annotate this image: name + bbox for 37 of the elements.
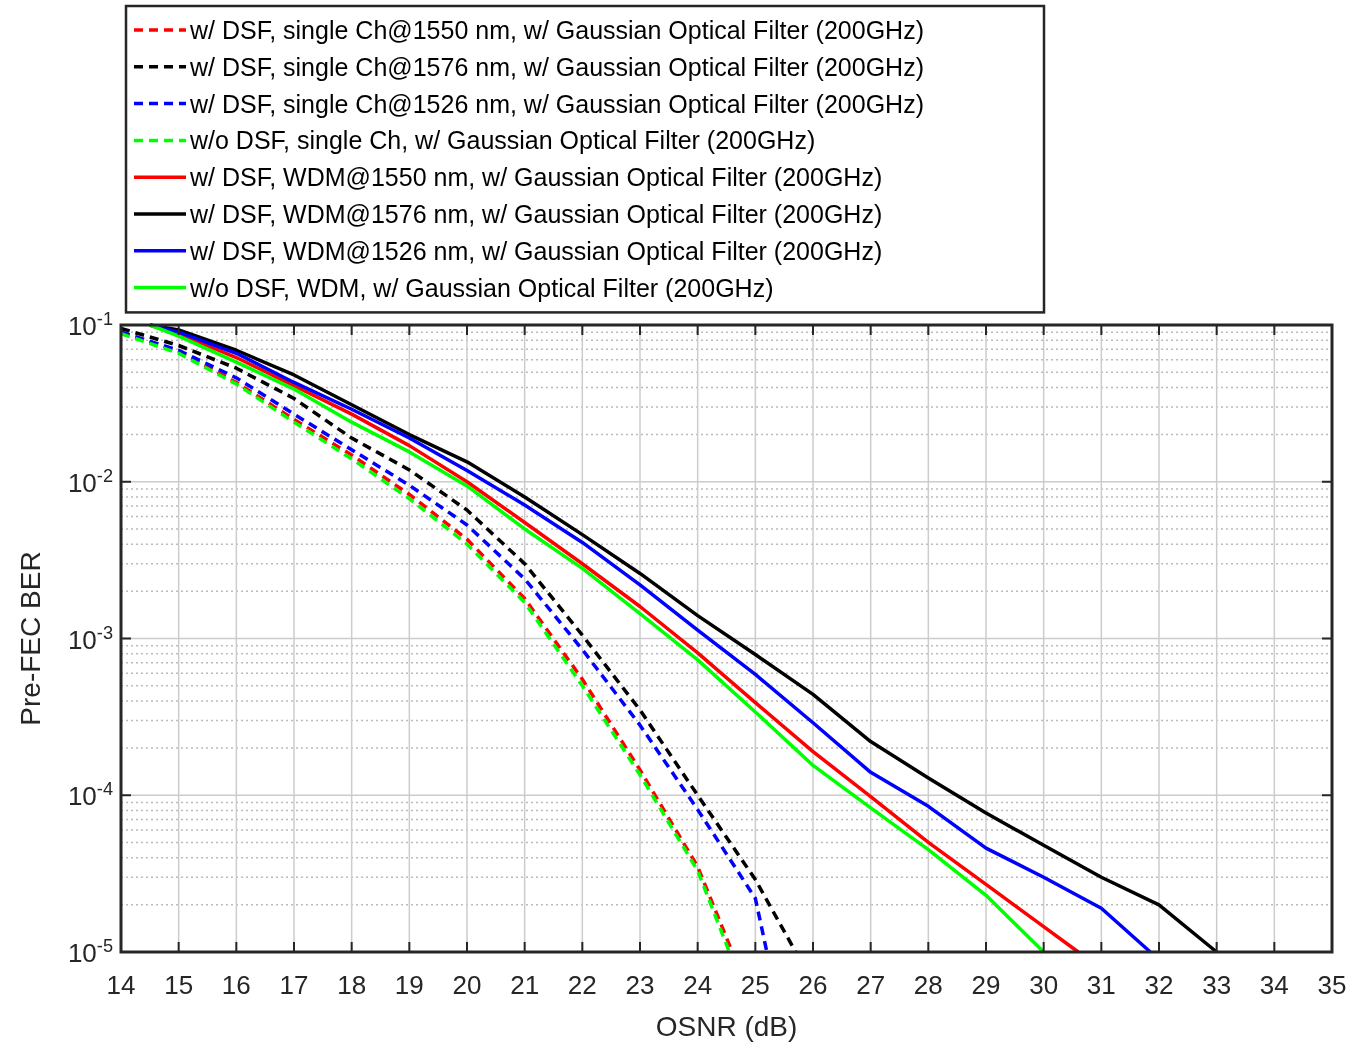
x-tick-label: 33 [1202,970,1232,1000]
x-tick-label: 14 [106,970,136,1000]
x-tick-label: 35 [1317,970,1347,1000]
x-tick-label: 29 [971,970,1001,1000]
y-axis-title: Pre-FEC BER [15,551,46,726]
x-tick-label: 17 [279,970,309,1000]
legend-label: w/ DSF, single Ch@1526 nm, w/ Gaussian Optical Filter (200GHz) [189,89,924,118]
legend-label: w/ DSF, WDM@1526 nm, w/ Gaussian Optical Filter (200GHz) [189,236,883,265]
x-tick-label: 20 [452,970,482,1000]
x-tick-label: 18 [337,970,367,1000]
x-tick-label: 23 [625,970,655,1000]
x-tick-label: 24 [683,970,713,1000]
legend-label: w/ DSF, single Ch@1576 nm, w/ Gaussian Optical Filter (200GHz) [189,52,924,81]
legend-label: w/ DSF, single Ch@1550 nm, w/ Gaussian Optical Filter (200GHz) [189,16,924,44]
x-tick-label: 19 [394,970,424,1000]
x-tick-label: 31 [1086,970,1116,1000]
x-tick-label: 15 [164,970,194,1000]
x-tick-label: 30 [1029,970,1059,1000]
x-axis-title: OSNR (dB) [655,1011,798,1042]
legend-label: w/o DSF, single Ch, w/ Gaussian Optical Filter (200GHz) [189,126,816,155]
x-tick-label: 16 [221,970,251,1000]
x-tick-label: 25 [740,970,770,1000]
x-tick-label: 27 [856,970,886,1000]
x-tick-label: 21 [510,970,540,1000]
x-tick-label: 34 [1259,970,1289,1000]
x-tick-label: 32 [1144,970,1174,1000]
legend-label: w/ DSF, WDM@1550 nm, w/ Gaussian Optical Filter (200GHz) [189,163,883,192]
legend-label: w/o DSF, WDM, w/ Gaussian Optical Filter (200GHz) [189,273,774,302]
y-tick-label: 10$^{-5}$ [67,936,113,968]
y-tick-label: 10$^{-2}$ [67,465,113,498]
y-tick-label: 10$^{-4}$ [67,779,113,812]
x-tick-label: 28 [913,970,943,1000]
x-tick-label: 22 [567,970,597,1000]
y-tick-label: 10$^{-1}$ [67,309,113,341]
x-tick-label: 26 [798,970,828,1000]
y-tick-label: 10$^{-3}$ [67,622,113,655]
legend-label: w/ DSF, WDM@1576 nm, w/ Gaussian Optical Filter (200GHz) [189,200,883,228]
